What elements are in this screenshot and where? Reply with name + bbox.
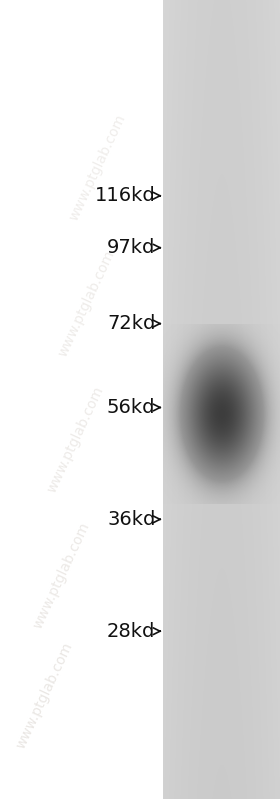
Text: 72kd: 72kd bbox=[107, 314, 155, 333]
Text: 56kd: 56kd bbox=[107, 398, 155, 417]
Text: www.ptglab.com: www.ptglab.com bbox=[67, 113, 129, 223]
Text: www.ptglab.com: www.ptglab.com bbox=[45, 384, 106, 495]
Text: 28kd: 28kd bbox=[107, 622, 155, 641]
Text: www.ptglab.com: www.ptglab.com bbox=[31, 520, 92, 630]
Text: 36kd: 36kd bbox=[107, 510, 155, 529]
Text: www.ptglab.com: www.ptglab.com bbox=[14, 640, 76, 750]
Text: 97kd: 97kd bbox=[107, 238, 155, 257]
Text: 116kd: 116kd bbox=[95, 186, 155, 205]
Text: www.ptglab.com: www.ptglab.com bbox=[56, 248, 118, 359]
